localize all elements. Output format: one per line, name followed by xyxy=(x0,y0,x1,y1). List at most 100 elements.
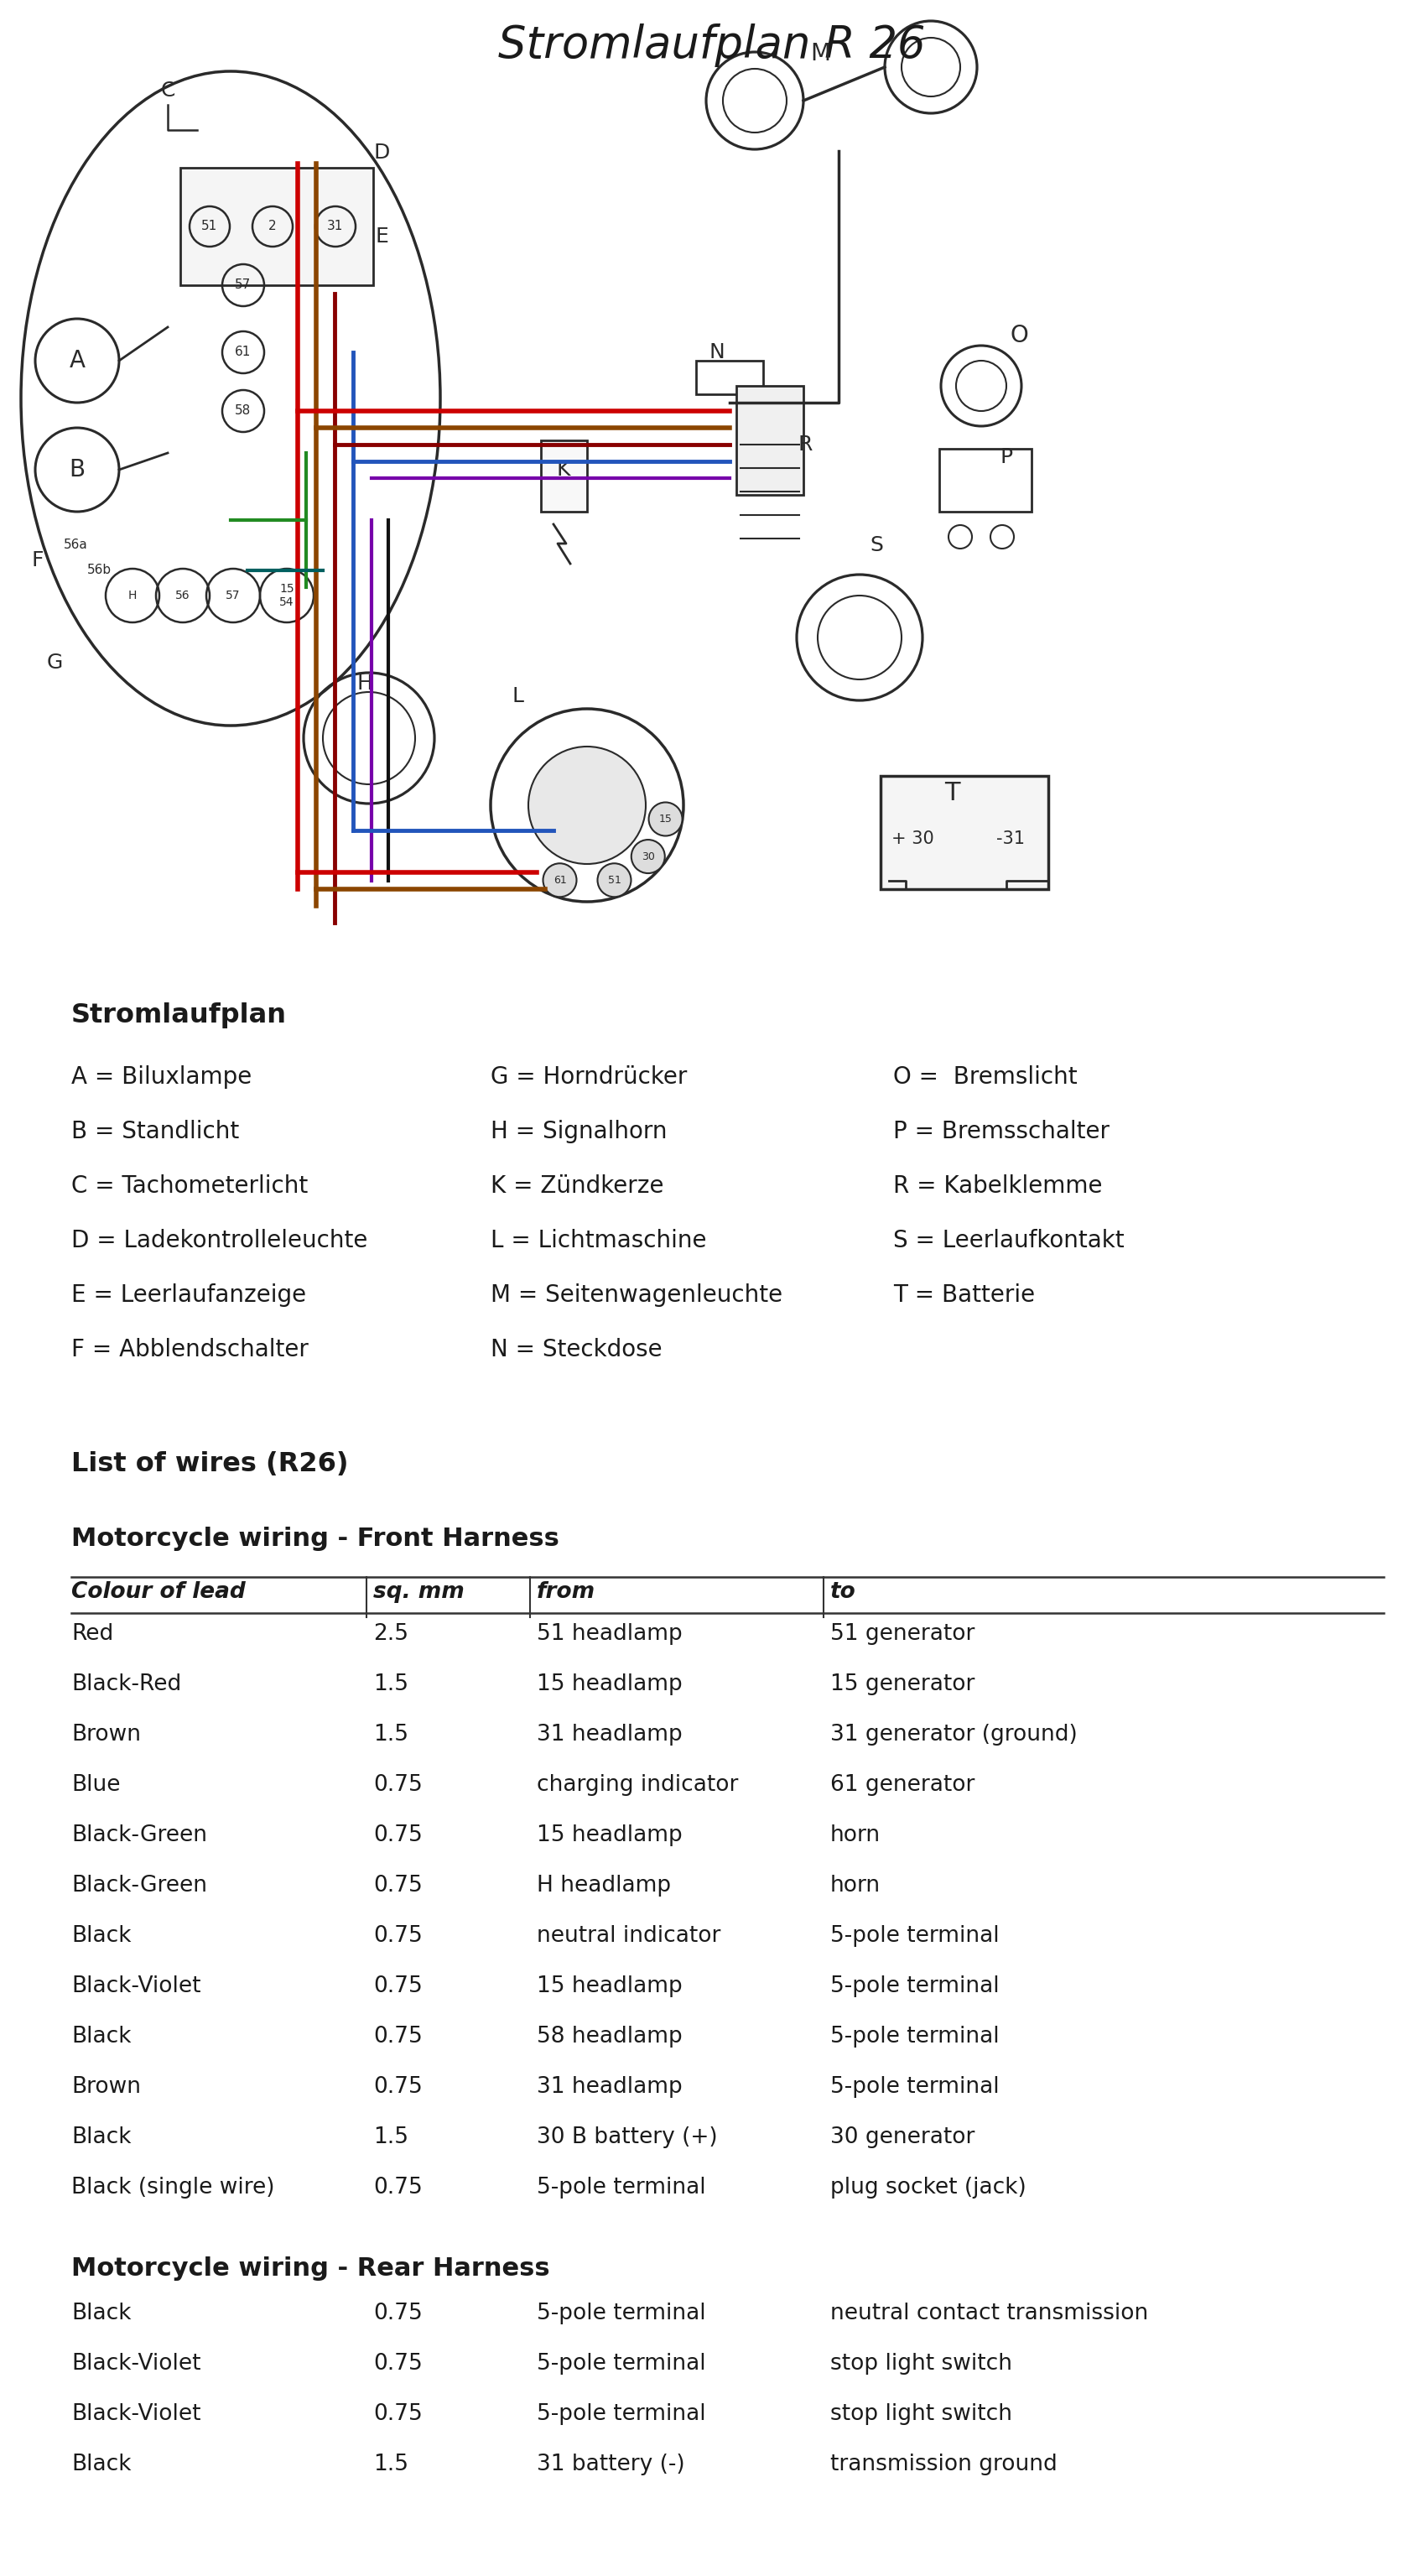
Text: 31 headlamp: 31 headlamp xyxy=(537,2076,682,2097)
Text: L = Lichtmaschine: L = Lichtmaschine xyxy=(490,1229,706,1252)
Text: Motorcycle wiring - Rear Harness: Motorcycle wiring - Rear Harness xyxy=(71,2257,550,2280)
Text: 1.5: 1.5 xyxy=(373,1674,409,1695)
Circle shape xyxy=(543,863,577,896)
Text: M = Seitenwagenleuchte: M = Seitenwagenleuchte xyxy=(490,1283,782,1306)
Text: transmission ground: transmission ground xyxy=(830,2452,1057,2476)
Text: P = Bremsschalter: P = Bremsschalter xyxy=(893,1121,1109,1144)
Text: 51 generator: 51 generator xyxy=(830,1623,974,1646)
Text: 15 headlamp: 15 headlamp xyxy=(537,1824,682,1847)
Text: Motorcycle wiring - Front Harness: Motorcycle wiring - Front Harness xyxy=(71,1528,560,1551)
Text: Black-Violet: Black-Violet xyxy=(71,2352,201,2375)
Text: -31: -31 xyxy=(995,829,1024,848)
Text: B: B xyxy=(70,459,85,482)
Text: 56a: 56a xyxy=(64,538,87,551)
Text: N: N xyxy=(709,343,725,363)
Text: D: D xyxy=(373,142,390,162)
Text: horn: horn xyxy=(830,1824,880,1847)
Text: 51: 51 xyxy=(607,876,621,886)
Text: 1.5: 1.5 xyxy=(373,2452,409,2476)
Text: 31 headlamp: 31 headlamp xyxy=(537,1723,682,1747)
Text: 57: 57 xyxy=(225,590,241,600)
Text: 0.75: 0.75 xyxy=(373,2025,422,2048)
Text: 58: 58 xyxy=(235,404,251,417)
Text: O =  Bremslicht: O = Bremslicht xyxy=(893,1066,1077,1090)
Text: 0.75: 0.75 xyxy=(373,2403,422,2424)
Circle shape xyxy=(528,747,645,863)
Text: Blue: Blue xyxy=(71,1775,120,1795)
Text: charging indicator: charging indicator xyxy=(537,1775,738,1795)
Text: plug socket (jack): plug socket (jack) xyxy=(830,2177,1025,2197)
Text: Black-Violet: Black-Violet xyxy=(71,2403,201,2424)
Text: 0.75: 0.75 xyxy=(373,2076,422,2097)
Text: H = Signalhorn: H = Signalhorn xyxy=(490,1121,666,1144)
Text: Brown: Brown xyxy=(71,2076,141,2097)
Text: Colour of lead: Colour of lead xyxy=(71,1582,245,1602)
Text: neutral indicator: neutral indicator xyxy=(537,1924,721,1947)
Bar xyxy=(541,440,587,513)
Bar xyxy=(696,361,763,394)
Text: K: K xyxy=(557,459,570,479)
Circle shape xyxy=(631,840,665,873)
Text: neutral contact transmission: neutral contact transmission xyxy=(830,2303,1148,2324)
Text: D = Ladekontrolleleuchte: D = Ladekontrolleleuchte xyxy=(71,1229,367,1252)
Text: Stromlaufplan: Stromlaufplan xyxy=(71,1002,286,1028)
Text: 2: 2 xyxy=(268,219,276,232)
Text: 1.5: 1.5 xyxy=(373,2125,409,2148)
Text: 5-pole terminal: 5-pole terminal xyxy=(537,2403,705,2424)
Text: 56: 56 xyxy=(175,590,189,600)
Text: 5-pole terminal: 5-pole terminal xyxy=(830,1976,998,1996)
Bar xyxy=(880,775,1048,889)
Text: 30: 30 xyxy=(641,850,655,863)
Text: sq. mm: sq. mm xyxy=(373,1582,464,1602)
Text: to: to xyxy=(830,1582,856,1602)
Text: List of wires (R26): List of wires (R26) xyxy=(71,1450,349,1476)
Text: 31: 31 xyxy=(328,219,343,232)
Text: stop light switch: stop light switch xyxy=(830,2352,1011,2375)
Text: 1.5: 1.5 xyxy=(373,1723,409,1747)
Text: R: R xyxy=(797,435,812,453)
Text: S: S xyxy=(869,536,883,556)
Text: 58 headlamp: 58 headlamp xyxy=(537,2025,682,2048)
Text: 51: 51 xyxy=(201,219,218,232)
Text: F = Abblendschalter: F = Abblendschalter xyxy=(71,1337,309,1360)
Text: 0.75: 0.75 xyxy=(373,2177,422,2197)
Text: H headlamp: H headlamp xyxy=(537,1875,671,1896)
Text: C = Tachometerlicht: C = Tachometerlicht xyxy=(71,1175,308,1198)
Text: 5-pole terminal: 5-pole terminal xyxy=(830,2025,998,2048)
Text: Black: Black xyxy=(71,2452,131,2476)
Text: 31 generator (ground): 31 generator (ground) xyxy=(830,1723,1077,1747)
Text: Black-Green: Black-Green xyxy=(71,1875,206,1896)
Text: A = Biluxlampe: A = Biluxlampe xyxy=(71,1066,252,1090)
Text: A: A xyxy=(70,348,85,374)
Text: Black: Black xyxy=(71,2125,131,2148)
Text: stop light switch: stop light switch xyxy=(830,2403,1011,2424)
Text: 2.5: 2.5 xyxy=(373,1623,409,1646)
Text: 15 headlamp: 15 headlamp xyxy=(537,1976,682,1996)
Circle shape xyxy=(648,801,682,835)
Text: O: O xyxy=(1010,325,1028,348)
Text: 15: 15 xyxy=(658,814,672,824)
Text: F: F xyxy=(31,551,44,569)
Text: P: P xyxy=(1000,448,1012,466)
Text: 0.75: 0.75 xyxy=(373,1976,422,1996)
Text: 57: 57 xyxy=(235,278,251,291)
Text: E = Leerlaufanzeige: E = Leerlaufanzeige xyxy=(71,1283,306,1306)
Text: + 30: + 30 xyxy=(890,829,933,848)
Text: 61: 61 xyxy=(235,345,251,358)
Text: 5-pole terminal: 5-pole terminal xyxy=(537,2177,705,2197)
Text: Black-Violet: Black-Violet xyxy=(71,1976,201,1996)
Text: T = Batterie: T = Batterie xyxy=(893,1283,1034,1306)
Text: Black: Black xyxy=(71,2025,131,2048)
Text: 5-pole terminal: 5-pole terminal xyxy=(537,2352,705,2375)
Text: Black-Red: Black-Red xyxy=(71,1674,181,1695)
Text: G = Horndrücker: G = Horndrücker xyxy=(490,1066,686,1090)
Text: K = Zündkerze: K = Zündkerze xyxy=(490,1175,664,1198)
Text: L: L xyxy=(513,685,524,706)
Text: 0.75: 0.75 xyxy=(373,1924,422,1947)
Text: 15
54: 15 54 xyxy=(279,582,293,608)
Text: S = Leerlaufkontakt: S = Leerlaufkontakt xyxy=(893,1229,1124,1252)
Text: 51 headlamp: 51 headlamp xyxy=(537,1623,682,1646)
Bar xyxy=(938,448,1031,513)
Text: 5-pole terminal: 5-pole terminal xyxy=(830,1924,998,1947)
Text: 0.75: 0.75 xyxy=(373,2352,422,2375)
